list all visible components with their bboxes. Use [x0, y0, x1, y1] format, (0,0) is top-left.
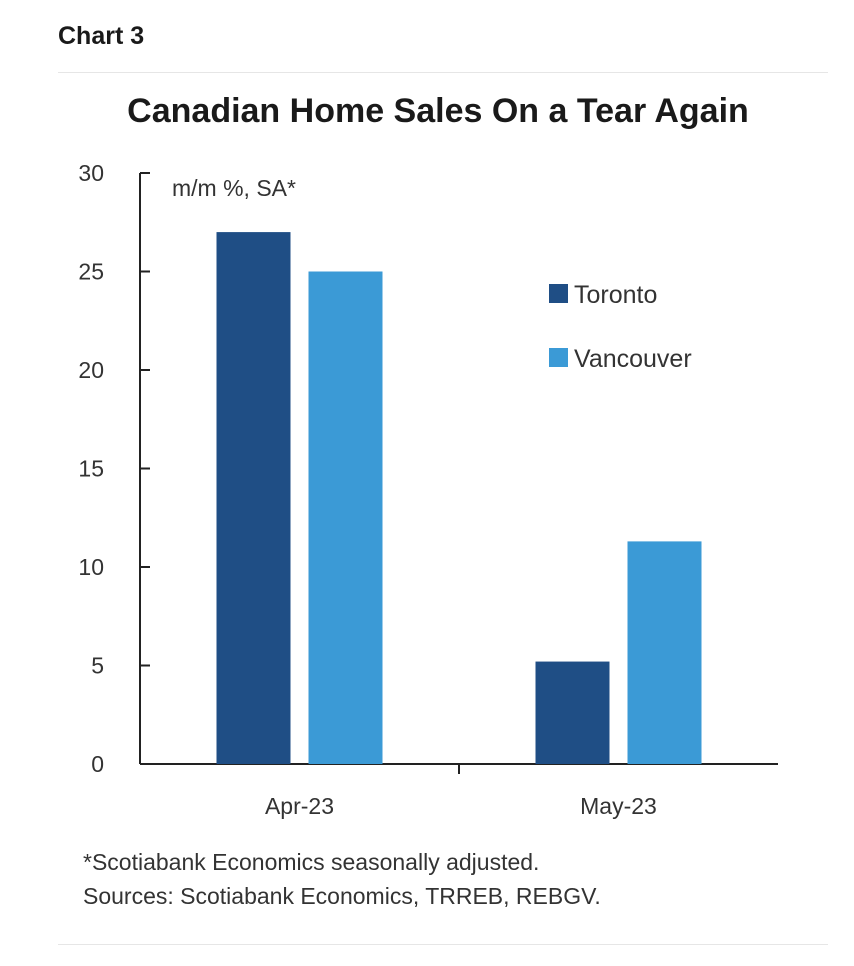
y-tick-label: 25	[78, 259, 104, 285]
bar-toronto-may-23	[535, 661, 610, 764]
y-tick-label: 30	[78, 160, 104, 186]
footnote: *Scotiabank Economics seasonally adjuste…	[83, 845, 601, 913]
chart-title: Canadian Home Sales On a Tear Again	[127, 92, 749, 130]
top-divider	[58, 72, 828, 73]
legend-label-toronto: Toronto	[574, 281, 657, 309]
x-category-label: Apr-23	[265, 793, 334, 819]
unit-label: m/m %, SA*	[172, 175, 296, 201]
legend-swatch-vancouver	[549, 348, 568, 367]
bottom-divider	[58, 944, 828, 945]
y-tick-label: 5	[91, 653, 104, 679]
bar-vancouver-may-23	[627, 541, 702, 764]
y-tick-label: 20	[78, 357, 104, 383]
legend-label-vancouver: Vancouver	[574, 345, 692, 373]
y-tick-label: 15	[78, 456, 104, 482]
x-category-label: May-23	[580, 793, 657, 819]
chart-label: Chart 3	[58, 22, 145, 50]
bar-vancouver-apr-23	[308, 271, 383, 764]
legend-swatch-toronto	[549, 284, 568, 303]
footnote-line-2: Sources: Scotiabank Economics, TRREB, RE…	[83, 883, 601, 909]
footnote-line-1: *Scotiabank Economics seasonally adjuste…	[83, 849, 540, 875]
bar-toronto-apr-23	[216, 232, 291, 765]
y-tick-label: 10	[78, 554, 104, 580]
y-tick-label: 0	[91, 751, 104, 777]
